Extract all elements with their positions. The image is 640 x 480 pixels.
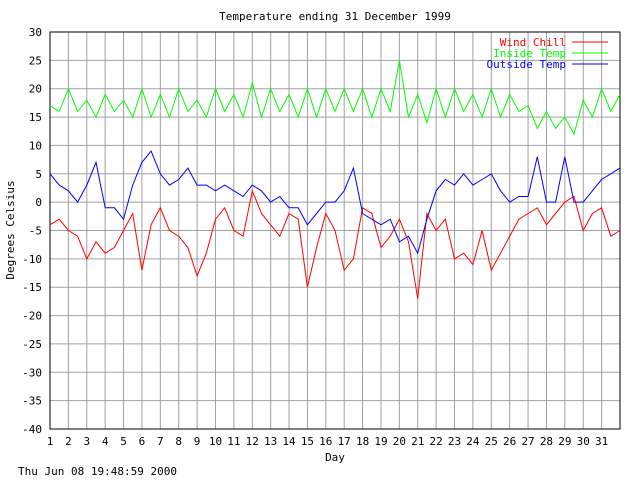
y-tick-label: 25 — [29, 54, 42, 67]
x-tick-label: 1 — [47, 435, 54, 448]
inside-temp-line — [49, 60, 621, 136]
x-tick-label: 17 — [338, 435, 351, 448]
x-tick-label: 15 — [301, 435, 314, 448]
chart-title: Temperature ending 31 December 1999 — [219, 10, 451, 23]
x-tick-label: 23 — [448, 435, 461, 448]
outside-temp-line — [49, 150, 621, 255]
legend-label-inside-temp: Inside Temp — [493, 47, 566, 60]
x-tick-label: 12 — [246, 435, 259, 448]
x-tick-label: 2 — [65, 435, 72, 448]
x-tick-label: 14 — [282, 435, 296, 448]
y-axis-label: Degrees Celsius — [4, 180, 17, 279]
x-tick-label: 19 — [374, 435, 387, 448]
x-tick-label: 4 — [102, 435, 109, 448]
x-tick-label: 6 — [139, 435, 146, 448]
x-tick-label: 7 — [157, 435, 164, 448]
x-tick-label: 8 — [175, 435, 182, 448]
y-tick-label: 15 — [29, 111, 42, 124]
y-tick-label: -25 — [22, 338, 42, 351]
x-tick-label: 31 — [595, 435, 608, 448]
y-tick-label: 5 — [35, 168, 42, 181]
x-tick-label: 5 — [120, 435, 127, 448]
wind-chill-line — [49, 189, 621, 299]
legend-label-wind-chill: Wind Chill — [500, 36, 566, 49]
x-tick-label: 24 — [466, 435, 480, 448]
legend-label-outside-temp: Outside Temp — [487, 58, 566, 71]
y-tick-label: 10 — [29, 139, 42, 152]
y-tick-label: 30 — [29, 26, 42, 39]
y-tick-label: -40 — [22, 423, 42, 436]
x-tick-label: 25 — [485, 435, 498, 448]
x-axis-label: Day — [325, 451, 345, 464]
y-tick-label: 20 — [29, 83, 42, 96]
x-tick-label: 3 — [83, 435, 90, 448]
x-tick-label: 11 — [227, 435, 240, 448]
series-lines — [49, 60, 621, 299]
x-tick-label: 13 — [264, 435, 277, 448]
x-tick-label: 16 — [319, 435, 332, 448]
y-tick-label: -30 — [22, 366, 42, 379]
x-tick-label: 26 — [503, 435, 516, 448]
x-tick-label: 27 — [521, 435, 534, 448]
x-tick-label: 20 — [393, 435, 406, 448]
x-tick-label: 29 — [558, 435, 571, 448]
y-tick-label: -15 — [22, 281, 42, 294]
y-tick-label: -35 — [22, 395, 42, 408]
y-tick-label: 0 — [35, 196, 42, 209]
y-tick-label: -5 — [29, 225, 42, 238]
x-tick-label: 10 — [209, 435, 222, 448]
x-tick-label: 18 — [356, 435, 369, 448]
x-tick-label: 28 — [540, 435, 553, 448]
timestamp-footer: Thu Jun 08 19:48:59 2000 — [18, 465, 177, 478]
y-tick-label: -10 — [22, 253, 42, 266]
grid-lines — [49, 31, 620, 430]
x-tick-label: 30 — [577, 435, 590, 448]
y-tick-label: -20 — [22, 310, 42, 323]
x-tick-label: 22 — [430, 435, 443, 448]
x-tick-label: 9 — [194, 435, 201, 448]
x-tick-label: 21 — [411, 435, 424, 448]
